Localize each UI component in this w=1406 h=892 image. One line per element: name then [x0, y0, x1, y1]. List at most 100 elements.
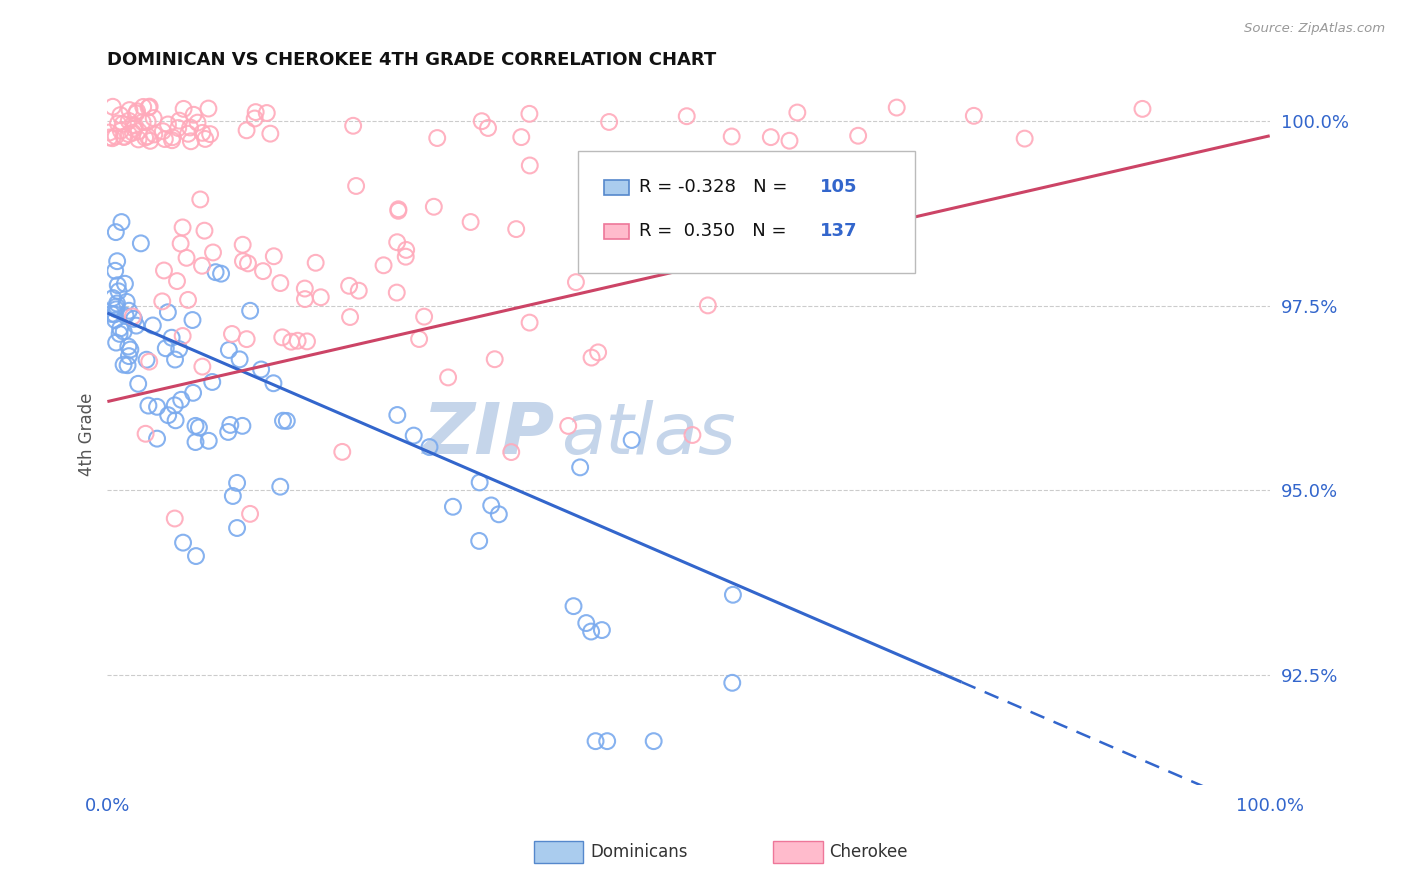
Point	[387, 408, 409, 422]
Point	[98, 126, 121, 140]
Point	[152, 124, 174, 138]
Point	[184, 418, 207, 433]
Point	[135, 426, 157, 441]
Point	[160, 133, 183, 147]
Point	[118, 349, 141, 363]
Point	[488, 508, 510, 522]
Point	[344, 178, 367, 193]
Point	[127, 132, 149, 146]
Point	[155, 341, 177, 355]
Point	[188, 193, 211, 207]
Point	[117, 340, 139, 354]
Point	[620, 433, 643, 447]
Point	[963, 109, 986, 123]
Point	[125, 104, 148, 119]
Point	[169, 113, 191, 128]
Point	[721, 588, 744, 602]
Point	[841, 194, 863, 209]
Point	[330, 445, 353, 459]
Point	[165, 413, 187, 427]
Text: Dominicans: Dominicans	[591, 843, 688, 861]
Point	[779, 134, 801, 148]
Point	[426, 131, 449, 145]
Point	[423, 200, 446, 214]
Point	[105, 300, 128, 314]
Point	[117, 358, 139, 372]
Point	[235, 332, 257, 346]
Point	[437, 370, 460, 384]
Text: Cherokee: Cherokee	[830, 843, 908, 861]
Y-axis label: 4th Grade: 4th Grade	[79, 393, 96, 476]
Point	[643, 734, 665, 748]
Point	[197, 434, 219, 448]
Point	[118, 113, 141, 128]
Point	[269, 276, 291, 290]
Point	[262, 376, 284, 391]
Point	[143, 128, 166, 142]
Point	[675, 109, 697, 123]
Point	[184, 435, 207, 450]
Point	[402, 428, 425, 442]
Point	[163, 511, 186, 525]
Point	[510, 130, 533, 145]
Point	[107, 285, 129, 299]
Point	[108, 321, 131, 335]
Point	[519, 159, 541, 173]
Point	[413, 310, 436, 324]
Point	[118, 303, 141, 318]
Point	[408, 332, 430, 346]
Point	[886, 101, 908, 115]
Point	[271, 414, 294, 428]
Point	[479, 499, 502, 513]
Point	[250, 362, 273, 376]
Point	[122, 312, 145, 326]
Point	[759, 130, 782, 145]
Point	[104, 307, 127, 321]
Point	[150, 294, 173, 309]
Point	[217, 425, 239, 439]
Point	[191, 259, 214, 273]
Point	[222, 489, 245, 503]
Point	[115, 294, 138, 309]
Point	[191, 126, 214, 140]
Point	[218, 343, 240, 357]
Point	[245, 105, 267, 120]
Point	[105, 335, 128, 350]
Point	[112, 358, 135, 372]
Point	[239, 507, 262, 521]
Point	[100, 307, 122, 321]
Text: ZIP: ZIP	[423, 401, 555, 469]
Point	[104, 313, 127, 327]
Point	[387, 202, 409, 217]
Point	[136, 114, 159, 128]
Point	[191, 359, 214, 374]
Point	[239, 303, 262, 318]
Point	[160, 331, 183, 345]
Text: R =  0.350   N =: R = 0.350 N =	[638, 222, 792, 241]
Point	[231, 418, 253, 433]
Point	[101, 100, 124, 114]
Point	[131, 115, 153, 129]
Point	[859, 255, 882, 269]
Point	[167, 342, 190, 356]
Point	[696, 298, 718, 312]
Point	[172, 329, 194, 343]
Point	[121, 310, 143, 324]
Point	[120, 343, 142, 357]
Point	[108, 326, 131, 341]
Point	[385, 285, 408, 300]
Point	[197, 102, 219, 116]
Point	[519, 316, 541, 330]
Point	[166, 274, 188, 288]
Point	[259, 127, 281, 141]
Point	[179, 120, 201, 135]
Point	[501, 445, 523, 459]
Point	[692, 235, 714, 250]
Point	[176, 251, 198, 265]
Point	[418, 440, 440, 454]
Point	[569, 460, 592, 475]
FancyBboxPatch shape	[578, 151, 915, 274]
Point	[219, 417, 242, 432]
Point	[167, 121, 190, 136]
Point	[170, 392, 193, 407]
